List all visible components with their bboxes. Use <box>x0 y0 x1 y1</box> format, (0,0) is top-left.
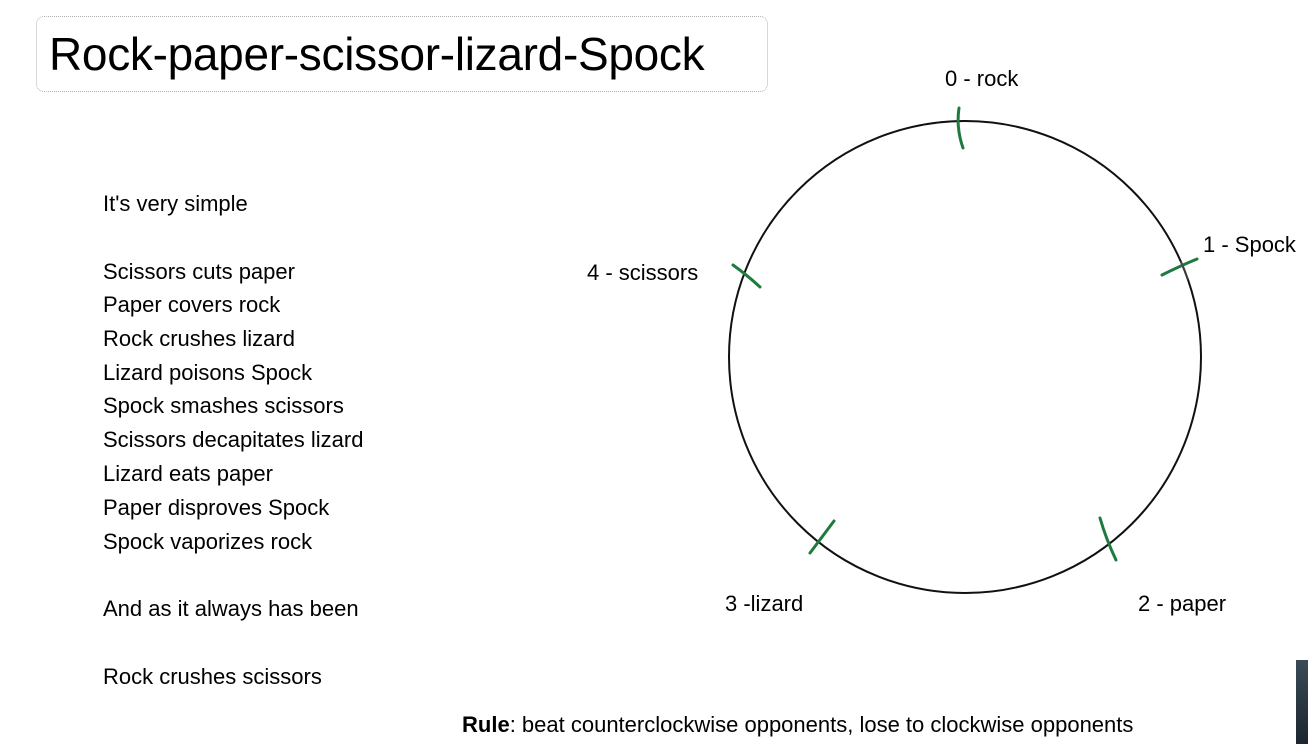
tick-rock <box>956 106 965 150</box>
cycle-circle <box>728 120 1202 594</box>
rule-line: Scissors cuts paper <box>103 259 295 284</box>
rules-intro: It's very simple <box>103 191 248 216</box>
tick-paper <box>1098 516 1118 562</box>
rule-line: Lizard eats paper <box>103 461 273 486</box>
node-label-scissors: 4 - scissors <box>587 260 698 285</box>
rule-line: Lizard poisons Spock <box>103 360 313 385</box>
node-label-paper: 2 - paper <box>1138 591 1226 616</box>
node-label-lizard: 3 -lizard <box>725 591 803 616</box>
tick-marks <box>731 106 1199 562</box>
title-box: Rock-paper-scissor-lizard-Spock <box>36 16 768 92</box>
rule-footer-text: : beat counterclockwise opponents, lose … <box>509 712 1134 737</box>
node-label-spock: 1 - Spock <box>1203 232 1297 257</box>
tick-scissors <box>731 263 762 289</box>
rules-text: It's very simple Scissors cuts paper Pap… <box>103 0 503 744</box>
rule-footer: Rule: beat counterclockwise opponents, l… <box>462 712 1133 738</box>
tick-spock-mark <box>1180 261 1189 280</box>
rule-line: Rock crushes lizard <box>103 326 295 351</box>
node-label-rock: 0 - rock <box>945 66 1019 91</box>
rule-line: Spock smashes scissors <box>103 393 344 418</box>
page-title: Rock-paper-scissor-lizard-Spock <box>49 28 705 80</box>
tick-lizard <box>808 519 836 555</box>
rule-line: Spock vaporizes rock <box>103 529 313 554</box>
rule-line: Paper disproves Spock <box>103 495 330 520</box>
corner-video-thumbnail <box>1296 660 1308 744</box>
rule-line: Scissors decapitates lizard <box>103 427 364 452</box>
tick-spock <box>1160 257 1199 277</box>
rules-final: Rock crushes scissors <box>103 664 322 689</box>
rules-transition: And as it always has been <box>103 596 359 621</box>
rule-line: Paper covers rock <box>103 292 281 317</box>
rule-footer-bold: Rule <box>462 712 510 737</box>
